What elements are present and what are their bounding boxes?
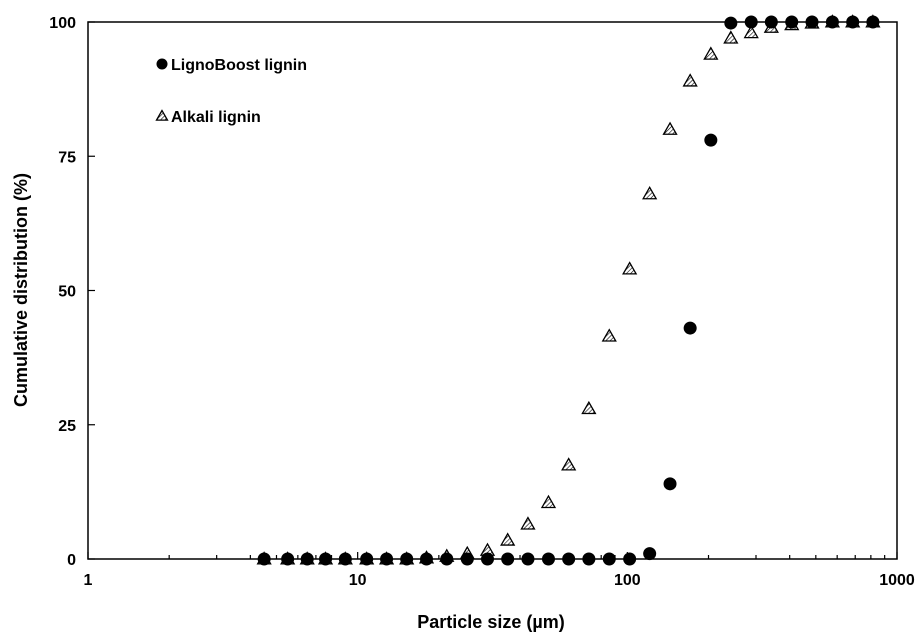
y-axis-title: Cumulative distribution (%)	[11, 173, 31, 407]
alkali-point	[500, 532, 516, 546]
alkali-point	[622, 261, 638, 275]
alkali-point	[865, 14, 881, 28]
alkali-point	[280, 551, 296, 565]
alkali-point	[662, 121, 678, 135]
y-tick-label: 100	[49, 15, 76, 32]
legend-marker-lignoboost	[156, 58, 168, 70]
alkali-point	[703, 46, 719, 60]
alkali-point	[642, 186, 658, 200]
lignoboost-point	[683, 321, 697, 335]
alkali-point	[581, 400, 597, 415]
alkali-point	[479, 542, 496, 556]
x-tick-label: 100	[614, 572, 641, 589]
lignoboost-point	[724, 16, 738, 30]
legend-label-alkali: Alkali lignin	[171, 109, 261, 126]
alkali-point	[399, 551, 415, 565]
alkali-point	[359, 551, 375, 565]
alkali-point	[317, 551, 334, 565]
alkali-point	[459, 545, 475, 560]
alkali-point	[337, 551, 353, 565]
alkali-point	[601, 328, 617, 342]
legend-marker-alkali	[155, 109, 169, 121]
alkali-point	[520, 516, 536, 530]
alkali-point	[845, 14, 861, 28]
alkali-point	[743, 24, 759, 39]
alkali-point	[418, 550, 435, 564]
lignoboost-point	[704, 133, 718, 147]
lignoboost-point	[663, 477, 677, 491]
plot-frame	[87, 21, 898, 560]
lignoboost-point	[643, 547, 657, 561]
x-tick-label: 1	[84, 572, 93, 589]
alkali-point	[561, 457, 577, 471]
alkali-point	[299, 551, 315, 565]
x-axis-title: Particle size (µm)	[417, 612, 564, 632]
y-tick-label: 75	[58, 149, 76, 166]
x-tick-label: 10	[349, 572, 367, 589]
alkali-point	[378, 551, 395, 565]
legend-label-lignoboost: LignoBoost lignin	[171, 57, 307, 74]
data-points	[256, 14, 881, 566]
y-tick-label: 25	[58, 418, 76, 435]
alkali-point	[763, 19, 779, 33]
alkali-point	[256, 551, 272, 565]
alkali-point	[824, 14, 841, 28]
y-tick-label: 0	[67, 552, 76, 569]
legend: LignoBoost lignin Alkali lignin	[155, 57, 307, 126]
x-axis-ticks: 1 10 100 1000	[84, 552, 915, 589]
y-tick-label: 50	[58, 284, 76, 301]
alkali-point	[723, 30, 739, 44]
alkali-point	[682, 73, 698, 87]
x-tick-label: 1000	[879, 572, 915, 589]
alkali-point	[540, 494, 557, 509]
alkali-point	[784, 16, 800, 31]
